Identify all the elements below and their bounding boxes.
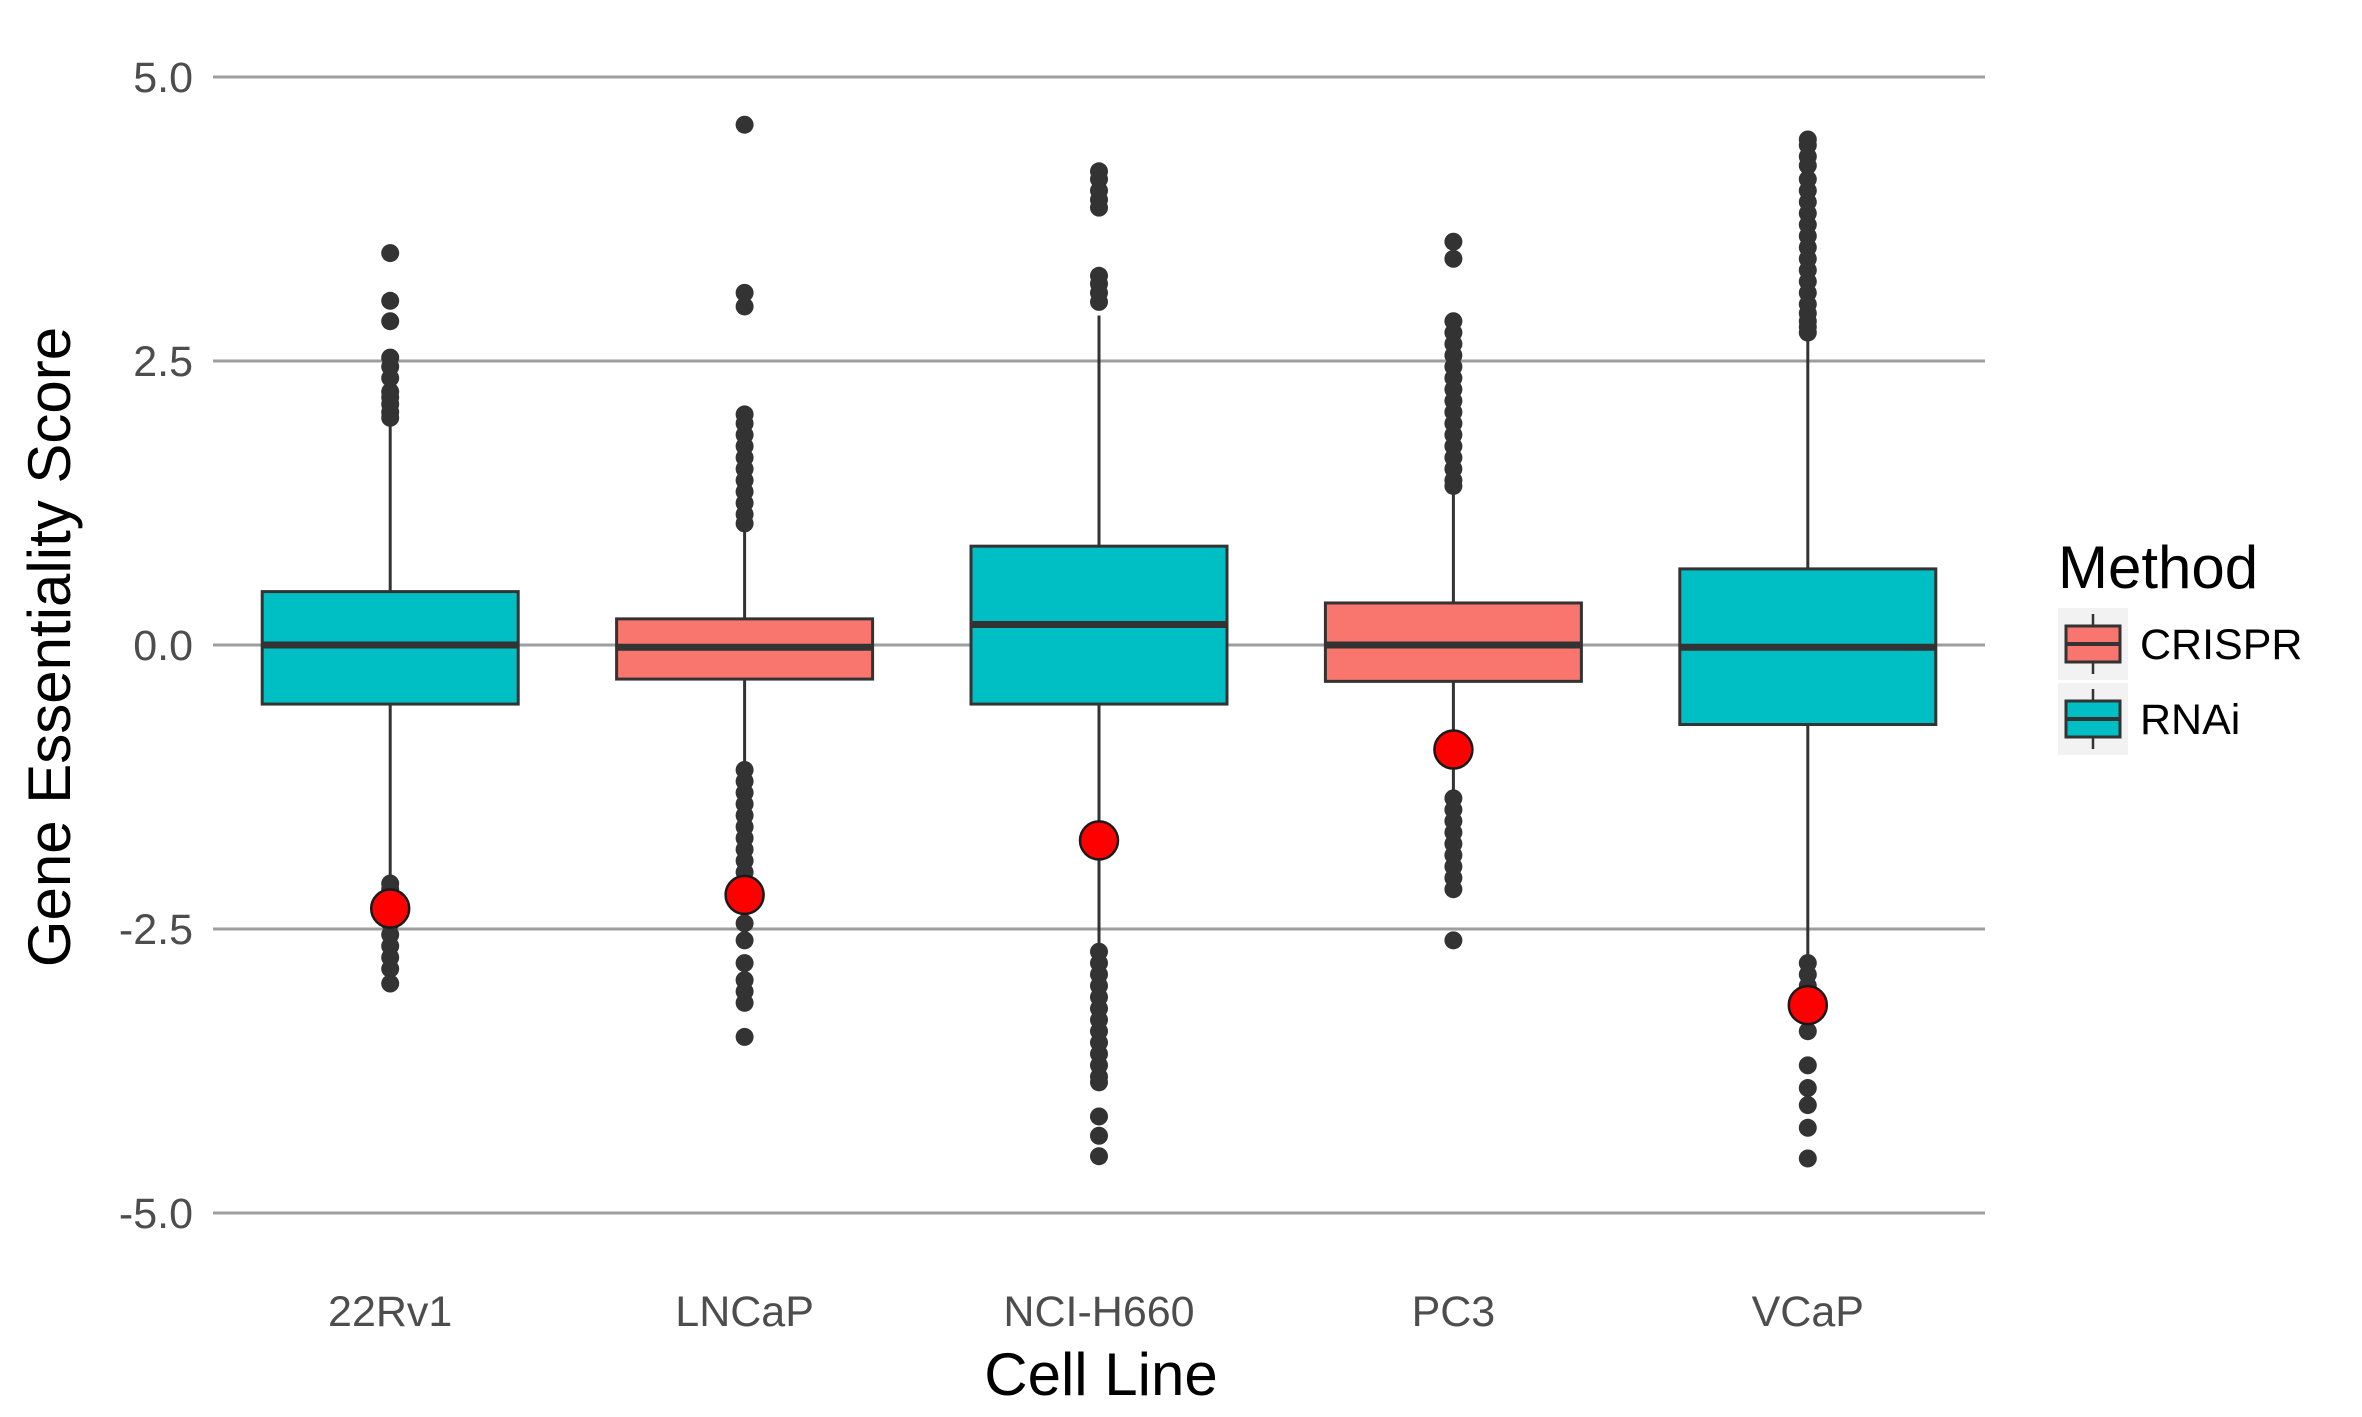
outlier-point bbox=[1444, 476, 1463, 495]
outlier-point bbox=[1798, 323, 1817, 342]
outlier-point bbox=[1090, 1073, 1108, 1092]
outlier-point bbox=[381, 408, 400, 427]
legend-key-crispr bbox=[2058, 608, 2128, 680]
y-tick-labels: 5.0 2.5 0.0 -2.5 -5.0 bbox=[119, 54, 193, 1238]
outlier-point bbox=[381, 369, 400, 388]
outlier-point bbox=[381, 959, 400, 978]
legend-title: Method bbox=[2058, 534, 2258, 601]
outlier-point bbox=[381, 244, 400, 263]
box-group bbox=[615, 115, 875, 1046]
boxes bbox=[260, 115, 1938, 1168]
outlier-point bbox=[381, 974, 400, 993]
outlier-point bbox=[1798, 1149, 1817, 1168]
highlight-point bbox=[1787, 984, 1829, 1026]
outlier-point bbox=[1798, 1096, 1817, 1115]
x-axis-title: Cell Line bbox=[984, 1341, 1217, 1408]
x-tick-label: NCI-H660 bbox=[1003, 1288, 1194, 1336]
highlight-point bbox=[724, 874, 765, 916]
outlier-point bbox=[381, 312, 400, 331]
outlier-point bbox=[1090, 198, 1108, 217]
outlier-point bbox=[1090, 1126, 1108, 1145]
outlier-point bbox=[735, 993, 754, 1012]
box-group bbox=[1323, 232, 1583, 950]
box-group bbox=[260, 244, 520, 993]
y-axis-title: Gene Essentiality Score bbox=[16, 327, 83, 967]
x-tick-label: 22Rv1 bbox=[328, 1288, 452, 1336]
legend: Method CRISPR RNAi bbox=[2058, 534, 2302, 755]
highlight-point bbox=[369, 888, 411, 929]
outlier-point bbox=[1090, 292, 1108, 311]
outlier-point bbox=[1798, 1056, 1817, 1075]
outlier-point bbox=[1444, 880, 1463, 899]
outlier-point bbox=[1090, 1107, 1108, 1126]
outlier-point bbox=[1798, 156, 1817, 175]
outlier-point bbox=[735, 283, 754, 302]
x-tick-label: PC3 bbox=[1412, 1288, 1496, 1336]
highlight-point bbox=[1078, 820, 1120, 861]
outlier-point bbox=[735, 115, 754, 134]
outlier-point bbox=[735, 514, 754, 533]
outlier-point bbox=[1798, 1118, 1817, 1137]
legend-label: CRISPR bbox=[2140, 621, 2302, 669]
outlier-point bbox=[1798, 1079, 1817, 1098]
outlier-point bbox=[735, 954, 754, 973]
y-tick-label: 5.0 bbox=[133, 54, 193, 102]
outlier-point bbox=[381, 291, 400, 310]
x-tick-labels: 22Rv1 LNCaP NCI-H660 PC3 VCaP bbox=[328, 1288, 1864, 1336]
outlier-point bbox=[735, 1027, 754, 1046]
box-group bbox=[969, 162, 1229, 1166]
outlier-point bbox=[1090, 1147, 1108, 1166]
y-tick-label: -2.5 bbox=[119, 906, 193, 954]
outlier-point bbox=[1444, 931, 1463, 950]
box-group bbox=[1678, 130, 1938, 1168]
outlier-point bbox=[735, 914, 754, 933]
outlier-point bbox=[1444, 249, 1463, 268]
highlight-point bbox=[1433, 729, 1474, 770]
outlier-point bbox=[735, 931, 754, 950]
legend-key-rnai bbox=[2058, 683, 2128, 755]
x-tick-label: VCaP bbox=[1752, 1288, 1864, 1336]
y-tick-label: 2.5 bbox=[133, 338, 193, 386]
y-tick-label: 0.0 bbox=[133, 622, 193, 670]
legend-label: RNAi bbox=[2140, 696, 2240, 744]
outlier-point bbox=[735, 297, 754, 316]
outlier-point bbox=[1798, 1022, 1817, 1041]
x-tick-label: LNCaP bbox=[675, 1288, 814, 1336]
outlier-point bbox=[1444, 232, 1463, 251]
y-tick-label: -5.0 bbox=[119, 1190, 193, 1238]
